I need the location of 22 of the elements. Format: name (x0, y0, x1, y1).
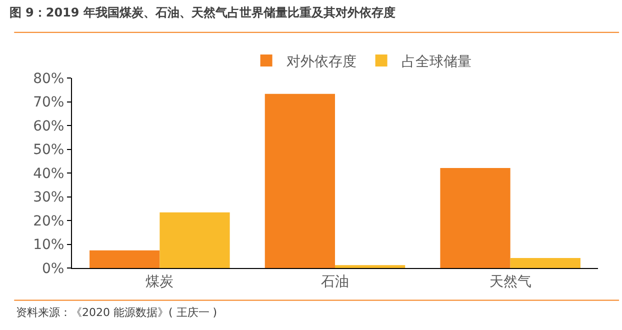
text: 资料来源：《2020 能源数据》( 王庆一 ) (16, 306, 218, 319)
bar (510, 258, 580, 268)
y-tick-label: 60% (33, 118, 64, 134)
y-tick-label: 20% (33, 213, 64, 230)
y-tick-label: 30% (33, 190, 64, 206)
bar (90, 250, 160, 268)
y-tick-label: 40% (33, 166, 64, 182)
x-tick-label: 天然气 (489, 274, 532, 290)
x-tick-label: 石油 (321, 274, 349, 290)
y-tick-label: 80% (33, 70, 64, 87)
bar (160, 212, 230, 268)
legend-label: 占全球储量 (401, 54, 472, 70)
y-tick-label: 10% (33, 237, 64, 254)
y-tick-label: 70% (33, 94, 64, 111)
chart-title: 图 9：2019 年我国煤炭、石油、天然气占世界储量比重及其对外依存度 (9, 6, 396, 20)
y-tick-label: 0% (42, 260, 64, 277)
x-tick-label: 煤炭 (146, 274, 174, 290)
bar (264, 94, 335, 268)
legend-label: 对外依存度 (286, 54, 356, 70)
bar (335, 265, 406, 268)
bar (440, 168, 510, 268)
y-tick-label: 50% (33, 142, 64, 158)
